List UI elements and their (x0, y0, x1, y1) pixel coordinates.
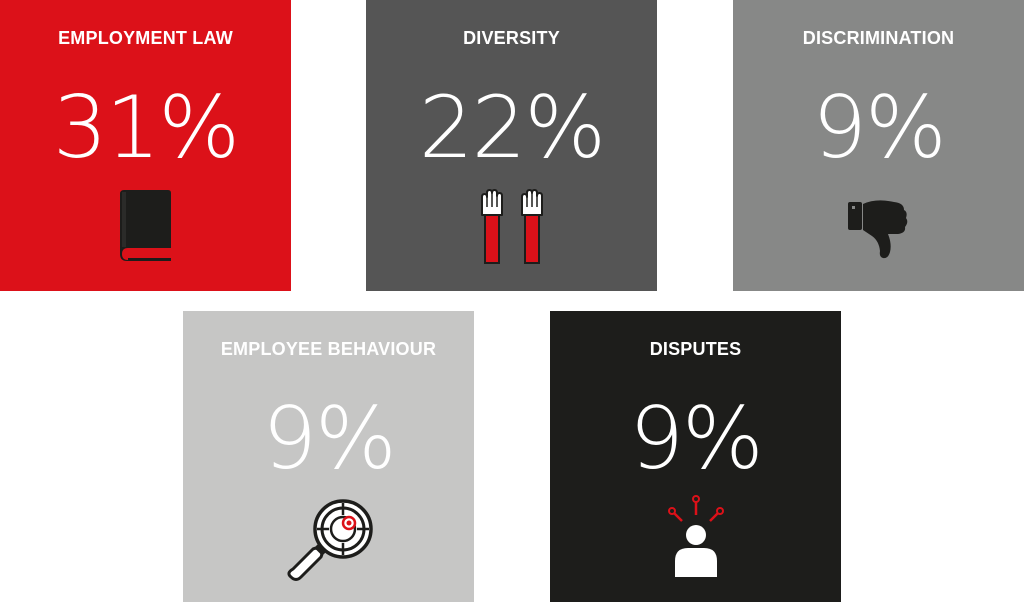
tile-disputes: DISPUTES 9% (550, 311, 841, 602)
tile-label: DISCRIMINATION (802, 28, 955, 48)
tile-percentage: 9% (812, 78, 946, 178)
tile-percentage: 9% (262, 389, 396, 489)
tile-percentage: 9% (629, 389, 763, 489)
tile-label: EMPLOYMENT LAW (58, 28, 233, 48)
tile-percentage: 31% (52, 78, 240, 178)
tile-diversity: DIVERSITY 22% (366, 0, 657, 291)
tile-percentage: 22% (418, 78, 606, 178)
tile-label: DIVERSITY (463, 28, 560, 48)
tile-label: DISPUTES (649, 339, 742, 359)
magnifier-target-icon (183, 499, 474, 587)
tile-employee-behaviour: EMPLOYEE BEHAVIOUR 9% (183, 311, 474, 602)
person-alert-icon (550, 495, 841, 579)
thumbs-down-icon (733, 196, 1024, 262)
tile-discrimination: DISCRIMINATION 9% (733, 0, 1024, 291)
tile-employment-law: EMPLOYMENT LAW 31% (0, 0, 291, 291)
tile-label: EMPLOYEE BEHAVIOUR (220, 339, 437, 359)
book-icon (0, 188, 291, 262)
raised-hands-icon (366, 189, 657, 265)
